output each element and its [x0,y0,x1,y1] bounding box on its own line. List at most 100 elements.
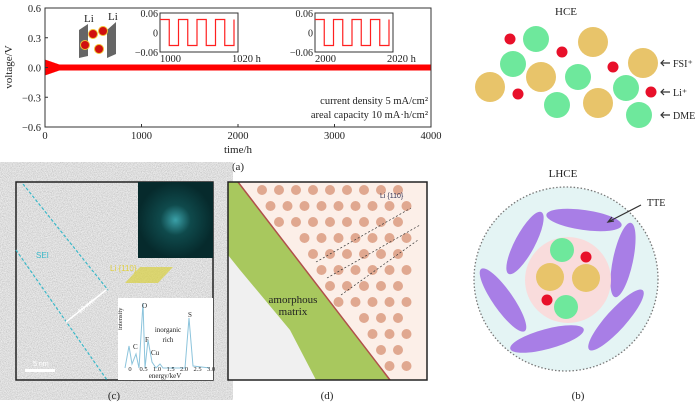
lattice-label-d: Li {110} [380,193,404,200]
thickness-arrow [65,289,107,323]
lattice-atom [393,249,403,259]
svg-text:amorphous: amorphous [269,294,318,306]
panel-b: HCE FSI⁺ Li⁺ DME LHCE TTE (b) [473,6,695,402]
tte-label: TTE [647,198,665,209]
li-molecule [556,46,568,58]
voltage-band [45,59,431,76]
inset-x-tick-label: 1000 [160,54,181,65]
sei-label: SEI [36,251,49,260]
lattice-atom [299,233,310,243]
lattice-atom [359,281,369,291]
lattice-atom [342,185,352,195]
li-molecule [504,33,516,45]
lattice-atom [376,345,386,355]
lattice-atom [393,281,403,291]
y-tick-label: 0.3 [28,34,41,45]
fft-inset [138,182,213,258]
li-molecule [607,61,619,73]
lattice-atom [376,281,386,291]
svg-text:intensity: intensity [117,307,124,330]
inset-x-tick-label: 2020 h [387,54,417,65]
lattice-atom [401,361,412,371]
lattice-atom [393,217,403,227]
x-tick-label: 4000 [421,131,442,142]
lattice-atom [401,233,412,243]
lattice-atom [401,297,412,307]
fsi-molecule [578,27,608,57]
eds-x-tick-label: 1.5 [166,366,174,373]
hce-title: HCE [555,6,577,18]
lattice-atom [316,233,327,243]
lattice-plane [326,224,421,279]
lattice-atom [384,265,395,275]
svg-text:inorganic: inorganic [155,326,181,334]
lattice-atom [367,233,378,243]
hce-diagram [475,26,658,128]
tte-arrow [606,204,642,223]
lattice-atom [384,297,395,307]
lattice-atom [325,281,335,291]
lattice-overlay [125,267,173,283]
inset-y-tick-label: 0.06 [141,9,159,20]
lattice-atom [291,217,301,227]
inset-frame [159,12,239,53]
lattice-atom [316,265,327,275]
lattice-atom [308,185,318,195]
fsi-molecule [583,88,613,118]
li-molecule [512,88,524,100]
fsi-label: FSI⁺ [673,59,693,70]
lattice-label-c: Li {110} [110,264,137,273]
fsi-molecule [526,62,556,92]
x-tick-label: 2000 [228,131,249,142]
lattice-atom [367,297,378,307]
lattice-atom [359,217,369,227]
svg-text:5 nm: 5 nm [33,361,49,368]
lattice-atom [359,249,369,259]
tte-molecules [479,208,644,353]
inset-y-tick-label: −0.06 [290,48,313,59]
inset-x-tick-label: 2000 [315,54,336,65]
lattice-atom [350,297,361,307]
x-axis-label: time/h [224,144,253,156]
lattice-atoms [257,185,421,371]
lattice-atom [342,281,352,291]
eds-x-tick-label: 3.0 [207,366,215,373]
inset-square-wave [160,18,235,47]
annotation-current-density: current density 5 mA/cm² [320,96,428,107]
lattice-atom [367,265,378,275]
li-cell-icon: Li Li [79,11,118,58]
lattice-atom [367,201,378,211]
eds-x-tick-label: 1.0 [153,366,161,373]
dme-molecule [500,51,526,77]
svg-text:matrix: matrix [279,306,308,318]
svg-text:O: O [142,302,147,310]
lattice-atom [384,329,395,339]
eds-inset: intensity energy/keV 0 0.5 1.0 1.5 2.0 2.5 3.0… [117,298,215,380]
lattice-atom [291,185,301,195]
lattice-atom [350,201,361,211]
svg-text:Cu: Cu [151,349,160,357]
lattice-atom [393,345,403,355]
y-tick-label: 0.0 [28,64,41,75]
inset-y-tick-label: 0 [308,29,313,40]
solvation-cluster [536,238,600,319]
lattice-region [238,182,427,380]
panel-label-a: (a) [232,161,245,173]
x-tick-label: 1000 [131,131,152,142]
lattice-atom [376,185,386,195]
annotation-areal-capacity: areal capacity 10 mA·h/cm² [311,110,428,121]
lattice-atom [393,313,403,323]
dme-molecule [626,102,652,128]
lattice-atom [376,313,386,323]
lattice-atom [316,201,327,211]
lattice-atom [325,217,335,227]
lattice-atom [401,265,412,275]
lattice-atom [401,329,412,339]
lattice-atom [299,201,310,211]
eds-x-tick-label: 2.0 [180,366,188,373]
lattice-atom [401,201,412,211]
lattice-atom [367,329,378,339]
panel-a: 0 1000 2000 3000 4000 0.6 0.3 0.0 −0.3 −0.6 time/… [3,4,442,173]
panel-d: Li {110} amorphous matrix (d) [227,181,428,402]
